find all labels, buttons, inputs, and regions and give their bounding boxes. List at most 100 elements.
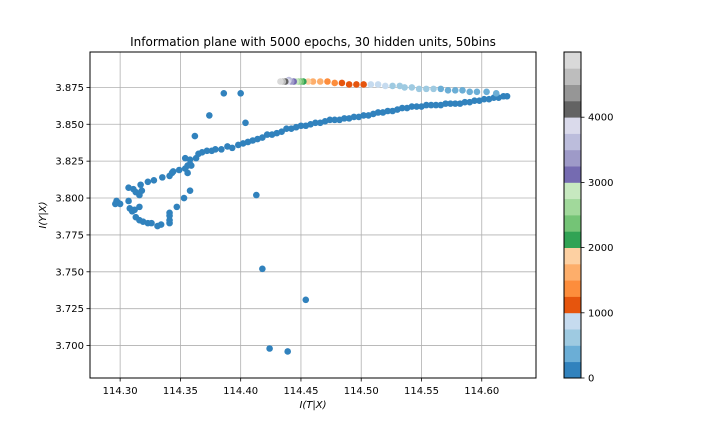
scatter-point [297, 122, 305, 130]
scatter-point [398, 104, 406, 112]
scatter-point [180, 194, 188, 202]
scatter-point [277, 78, 284, 85]
scatter-point [113, 197, 120, 205]
scatter-point [173, 203, 181, 211]
y-tick-label: 3.750 [55, 267, 84, 278]
x-tick-label: 114.40 [223, 386, 258, 397]
scatter-point [331, 116, 338, 124]
y-tick-label: 3.725 [55, 304, 84, 315]
colorbar-tick-label: 3000 [588, 178, 613, 189]
scatter-point [212, 146, 219, 153]
colorbar-cell [564, 296, 581, 314]
y-tick-label: 3.825 [55, 157, 84, 168]
scatter-point [471, 97, 478, 104]
x-tick-label: 114.55 [404, 386, 439, 397]
plot-frame [89, 51, 537, 379]
scatter-point [259, 265, 266, 273]
scatter-point [353, 81, 360, 88]
scatter-point [148, 219, 155, 227]
scatter-point [218, 146, 225, 153]
scatter-point [444, 87, 452, 94]
scatter-point [437, 85, 445, 93]
scatter-point [159, 174, 166, 181]
scatter-point [338, 79, 346, 87]
colorbar: 0 1000 2000 3000 4000 [563, 51, 613, 385]
scatter-point [374, 109, 382, 116]
colorbar-cell [564, 198, 581, 216]
scatter-point [341, 115, 348, 122]
colorbar-cell [564, 68, 581, 85]
y-tick-label: 3.875 [55, 83, 84, 94]
scatter-point [326, 116, 334, 124]
scatter-point [191, 132, 199, 140]
scatter-point [316, 78, 324, 85]
scatter-point [136, 203, 143, 211]
scatter-point [175, 166, 183, 174]
scatter-point [415, 85, 423, 93]
scatter-point [384, 107, 392, 115]
scatter-point [430, 85, 437, 93]
scatter-point [374, 81, 382, 88]
colorbar-cell [564, 117, 581, 134]
scatter-point [263, 131, 271, 138]
colorbar-cell [564, 247, 581, 265]
x-tick-label: 114.30 [103, 386, 138, 397]
scatter-point [131, 206, 138, 214]
scatter-point [331, 79, 338, 87]
colorbar-ticks: 0 1000 2000 3000 4000 [581, 113, 613, 385]
colorbar-cell [564, 84, 581, 102]
y-tick-label: 3.850 [55, 120, 84, 131]
colorbar-cell [564, 312, 581, 330]
x-axis-label: I(T|X) [299, 400, 326, 411]
scatter-point [157, 221, 165, 228]
x-axis-ticks: 114.30 114.35 114.40 114.45 114.50 114.55 114.… [103, 378, 499, 397]
scatter-point [206, 112, 213, 119]
scatter-point [253, 191, 260, 199]
scatter-point [345, 81, 353, 88]
scatter-point [432, 101, 440, 109]
colorbar-cell [564, 280, 581, 297]
colorbar-cell [564, 52, 581, 69]
scatter-point [350, 113, 358, 121]
colorbar-cell [564, 149, 581, 167]
scatter-point [150, 177, 158, 184]
scatter-point [302, 296, 310, 304]
scatter-point [367, 81, 375, 88]
colorbar-tick-label: 2000 [588, 243, 613, 254]
scatter-point [166, 209, 173, 217]
scatter-point [266, 345, 273, 352]
scatter-point [408, 103, 416, 110]
colorbar-frame [563, 51, 582, 379]
colorbar-cell [564, 100, 581, 118]
y-tick-label: 3.700 [55, 341, 84, 352]
scatter-point [203, 147, 211, 155]
scatter-point [186, 156, 194, 163]
scatter-point [451, 87, 459, 94]
scatter-point [309, 78, 317, 85]
scatter-point [503, 92, 511, 100]
colorbar-cell [564, 166, 581, 183]
scatter-point [382, 82, 389, 90]
scatter-point [423, 101, 430, 109]
colorbar-cell [564, 231, 581, 248]
colorbar-cell [564, 215, 581, 232]
scatter-point [138, 187, 146, 194]
scatter-point [492, 90, 500, 97]
plot-area: 114.30 114.35 114.40 114.45 114.50 114.55 114.… [55, 51, 537, 397]
scatter-point [324, 78, 331, 85]
scatter-point [442, 100, 449, 107]
scatter-point [408, 84, 416, 91]
scatter-point [312, 119, 319, 127]
scatter-point [447, 100, 454, 107]
scatter-point [259, 134, 266, 141]
scatter-point [473, 88, 481, 96]
scatter-point [186, 187, 194, 194]
y-axis-ticks: 3.700 3.725 3.750 3.775 3.800 3.825 3.850 3.875 [55, 83, 90, 352]
scatter-point [125, 197, 132, 205]
scatter-point [284, 348, 291, 355]
scatter-point [228, 144, 236, 152]
scatter-point [360, 81, 367, 88]
scatter-point [144, 178, 152, 186]
x-tick-label: 114.45 [283, 386, 318, 397]
